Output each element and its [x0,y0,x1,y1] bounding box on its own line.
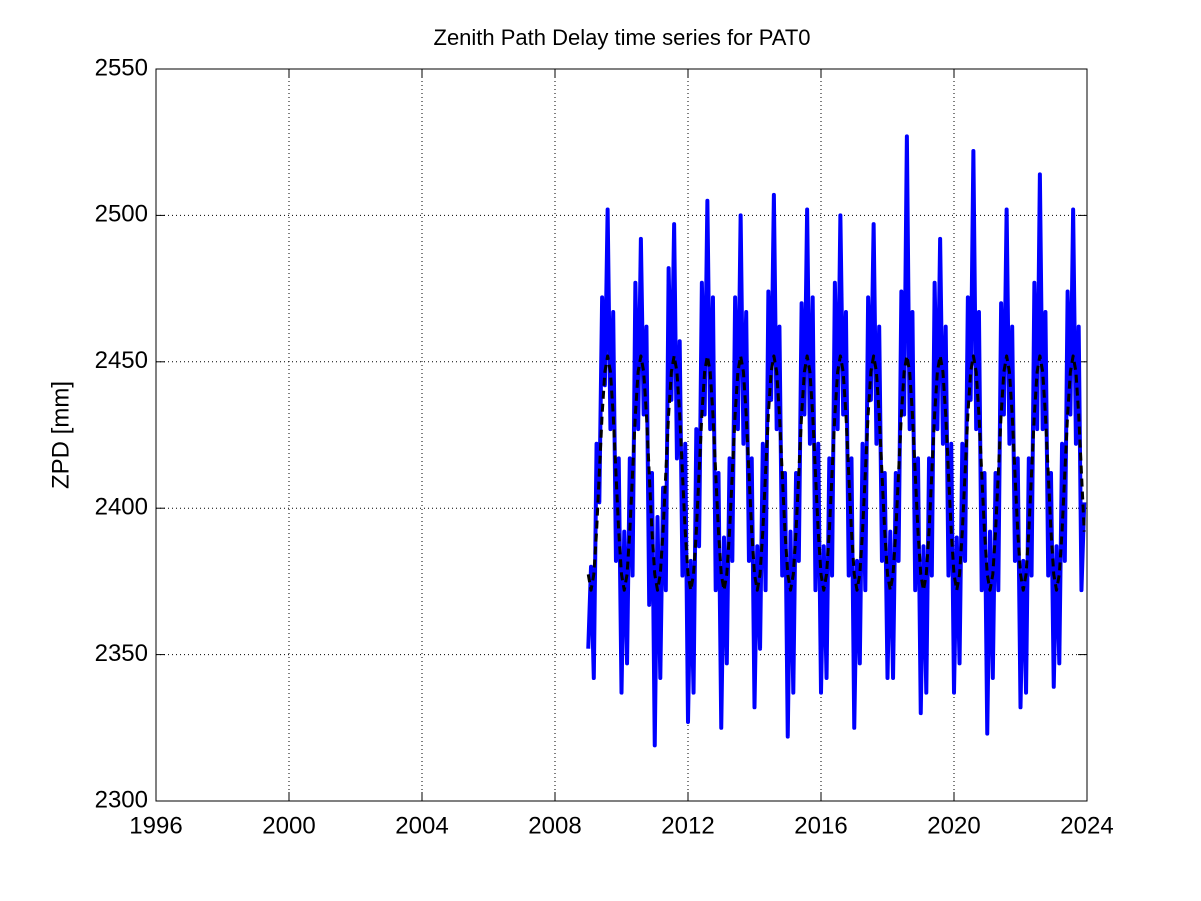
y-tick-label: 2300 [95,786,148,813]
x-tick-label: 2004 [395,812,448,839]
axes-box [155,68,1088,802]
chart-title: Zenith Path Delay time series for PAT0 [434,25,811,50]
x-tick-label: 1996 [129,812,182,839]
x-tick-label: 2024 [1060,812,1113,839]
x-tick-label: 2008 [528,812,581,839]
data-line [586,134,1087,748]
y-axis-label: ZPD [mm] [47,381,74,489]
y-tick-label: 2500 [95,201,148,228]
x-tick-label: 2012 [661,812,714,839]
x-tick-label: 2000 [262,812,315,839]
x-tick-label: 2016 [794,812,847,839]
y-tick-label: 2350 [95,640,148,667]
y-tick-label: 2400 [95,494,148,521]
y-tick-label: 2550 [95,54,148,81]
x-tick-label: 2020 [927,812,980,839]
y-tick-label: 2450 [95,347,148,374]
data-line [586,354,1086,592]
